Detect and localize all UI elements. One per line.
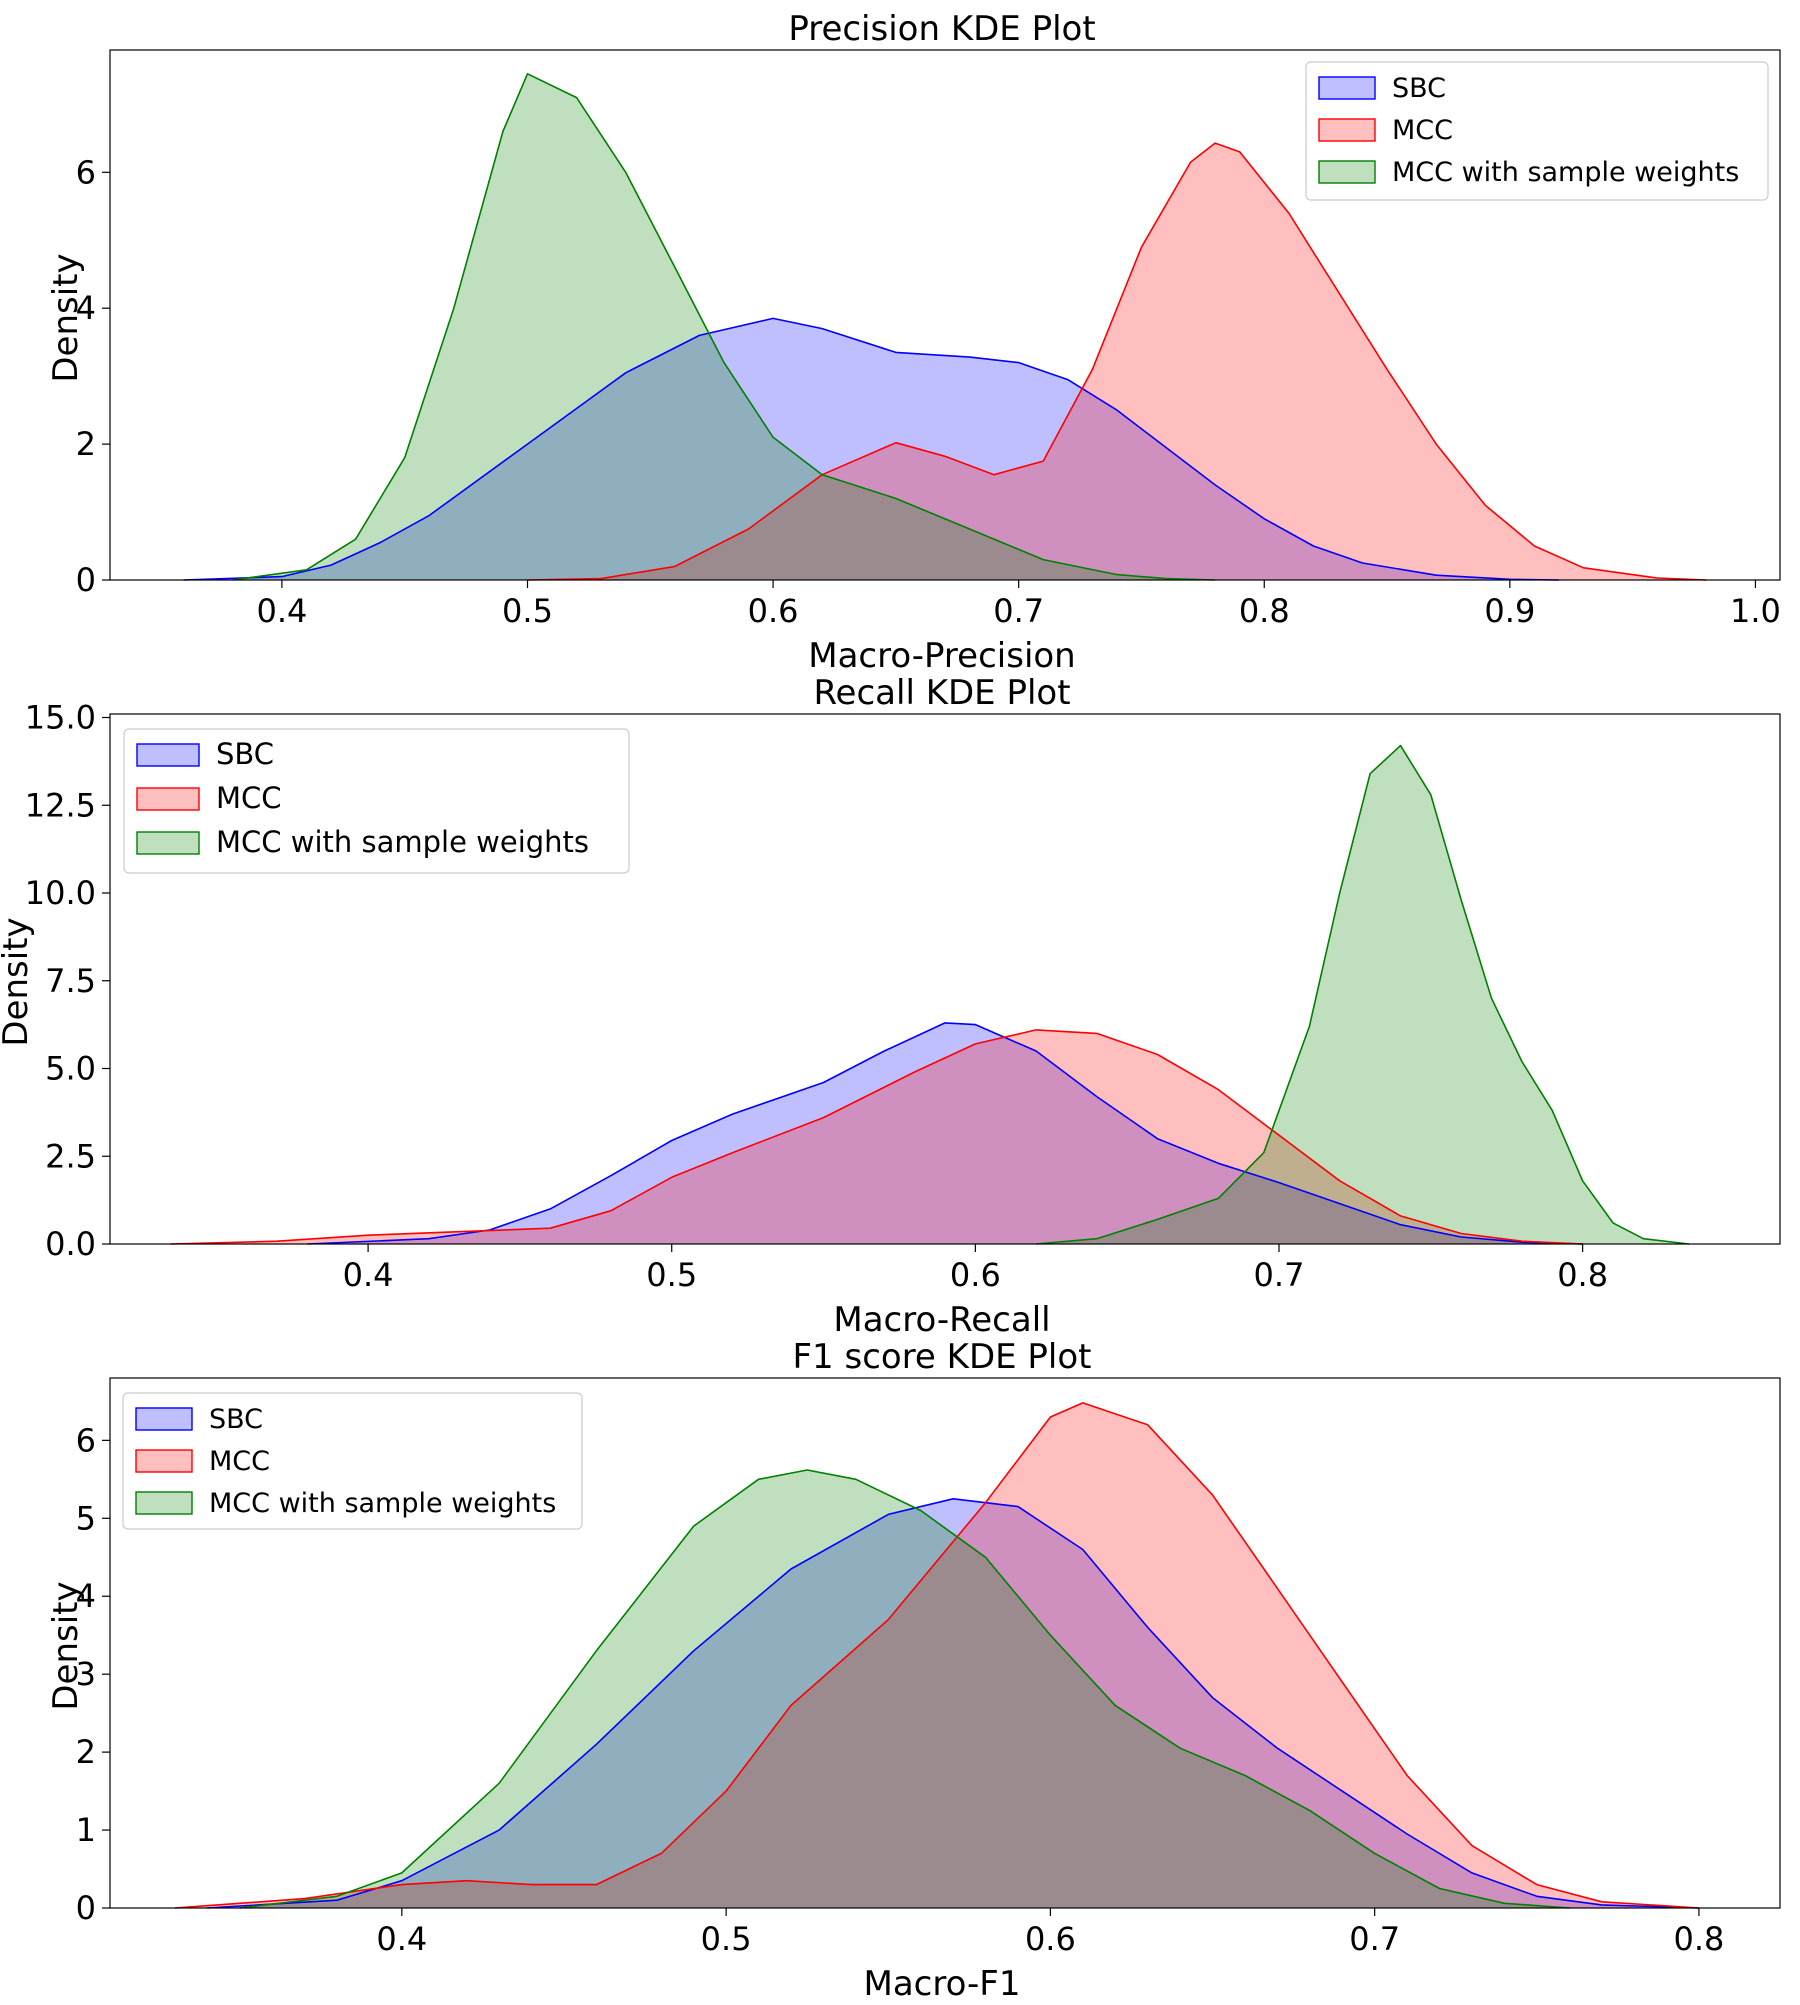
plot-frame xyxy=(109,49,1781,581)
kde-area-sbc xyxy=(183,318,1560,580)
kde-area-mcc xyxy=(170,1029,1583,1244)
x-tick-label: 0.4 xyxy=(343,1256,394,1294)
chart-title: Precision KDE Plot xyxy=(788,9,1095,49)
legend-label: MCC xyxy=(209,1446,270,1477)
legend-swatch-mcc xyxy=(1318,118,1376,142)
kde-area-mcc-with-sample-weights xyxy=(232,73,1216,581)
kde-area-sbc xyxy=(207,1498,1699,1908)
plot-frame xyxy=(109,1377,1781,1909)
legend-label: MCC with sample weights xyxy=(1392,157,1739,188)
y-tick-label: 6 xyxy=(76,153,96,191)
chart-panel-2: 0.4 0.5 0.6 0.7 0.8 0.0 2.5 5.0 7.5 10.0 12.5 15.0 R… xyxy=(0,673,1781,1340)
x-tick-label: 0.4 xyxy=(376,1920,427,1958)
kde-line-mcc-with-sample-weights xyxy=(239,1469,1570,1909)
x-tick-label: 0.5 xyxy=(502,592,553,630)
chart-title: Recall KDE Plot xyxy=(813,673,1070,713)
y-tick-label: 0 xyxy=(76,561,96,599)
kde-area-sbc xyxy=(307,1022,1583,1244)
x-axis-label: Macro-Precision xyxy=(808,636,1076,676)
y-tick-label: 0.0 xyxy=(45,1225,96,1263)
kde-line-sbc xyxy=(183,317,1560,581)
x-tick-label: 0.4 xyxy=(256,592,307,630)
y-tick-label: 3 xyxy=(76,1655,96,1693)
legend-swatch-sbc xyxy=(136,743,200,767)
x-axis-label: Macro-Recall xyxy=(833,1300,1050,1340)
y-axis-label: Density xyxy=(46,1581,86,1710)
legend-swatch-sbc xyxy=(1318,76,1376,100)
kde-line-sbc xyxy=(307,1022,1583,1245)
legend-swatch-sbc xyxy=(135,1407,193,1431)
chart-panel-1: 0.4 0.5 0.6 0.7 0.8 0.9 1.0 0 2 4 6 Precision KDE P… xyxy=(46,9,1781,676)
y-tick-label: 1 xyxy=(76,1811,96,1849)
x-tick-label: 0.5 xyxy=(701,1920,752,1958)
legend: SBC MCC MCC with sample weights xyxy=(123,728,630,874)
legend: SBC MCC MCC with sample weights xyxy=(122,1392,583,1530)
x-tick-label: 0.7 xyxy=(993,592,1044,630)
y-tick-label: 7.5 xyxy=(45,962,96,1000)
kde-line-mcc-with-sample-weights xyxy=(1036,744,1689,1245)
x-tick-label: 0.5 xyxy=(646,1256,697,1294)
legend-swatch-mcc-with-sample-weights xyxy=(136,831,200,855)
kde-line-mcc xyxy=(174,1402,1699,1909)
legend-label: SBC xyxy=(1392,73,1446,104)
y-tick-label: 6 xyxy=(76,1421,96,1459)
x-tick-label: 1.0 xyxy=(1730,592,1781,630)
legend-label: MCC with sample weights xyxy=(209,1488,556,1519)
legend-label: MCC xyxy=(216,781,282,815)
kde-area-mcc-with-sample-weights xyxy=(1036,745,1689,1244)
legend-swatch-mcc xyxy=(136,787,200,811)
y-axis-label: Density xyxy=(46,253,86,382)
legend-swatch-mcc xyxy=(135,1449,193,1473)
legend-swatch-mcc-with-sample-weights xyxy=(1318,160,1376,184)
x-tick-label: 0.6 xyxy=(748,592,799,630)
y-tick-label: 12.5 xyxy=(25,786,96,824)
x-tick-label: 0.9 xyxy=(1484,592,1535,630)
y-tick-label: 4 xyxy=(76,289,96,327)
y-tick-label: 5.0 xyxy=(45,1050,96,1088)
x-tick-label: 0.6 xyxy=(950,1256,1001,1294)
legend-box xyxy=(1305,61,1769,201)
y-tick-label: 5 xyxy=(76,1499,96,1537)
chart-title: F1 score KDE Plot xyxy=(792,1337,1091,1377)
y-tick-label: 2 xyxy=(76,425,96,463)
kde-area-mcc-with-sample-weights xyxy=(239,1470,1570,1908)
y-tick-label: 2.5 xyxy=(45,1137,96,1175)
legend-label: SBC xyxy=(209,1404,263,1435)
legend: SBC MCC MCC with sample weights xyxy=(1305,61,1769,201)
x-tick-label: 0.6 xyxy=(1025,1920,1076,1958)
kde-line-mcc xyxy=(527,142,1707,581)
chart-panel-3: 0.4 0.5 0.6 0.7 0.8 0 1 2 3 4 5 6 F1 score KDE Plot M… xyxy=(46,1337,1781,2004)
y-tick-label: 10.0 xyxy=(25,874,96,912)
kde-line-mcc xyxy=(170,1029,1583,1245)
x-tick-label: 0.7 xyxy=(1254,1256,1305,1294)
plot-frame xyxy=(109,713,1781,1245)
legend-label: MCC with sample weights xyxy=(216,825,589,859)
x-tick-label: 0.8 xyxy=(1239,592,1290,630)
kde-area-mcc xyxy=(527,143,1707,580)
legend-box xyxy=(122,1392,583,1530)
kde-line-mcc-with-sample-weights xyxy=(232,73,1216,581)
x-axis-label: Macro-F1 xyxy=(864,1964,1021,2000)
y-tick-label: 15.0 xyxy=(25,699,96,737)
y-tick-label: 4 xyxy=(76,1577,96,1615)
kde-area-mcc xyxy=(174,1402,1699,1908)
legend-swatch-mcc-with-sample-weights xyxy=(135,1491,193,1515)
x-tick-label: 0.7 xyxy=(1349,1920,1400,1958)
y-axis-label: Density xyxy=(0,917,36,1046)
legend-box xyxy=(123,728,630,874)
x-tick-label: 0.8 xyxy=(1557,1256,1608,1294)
kde-line-sbc xyxy=(207,1498,1699,1909)
x-tick-label: 0.8 xyxy=(1673,1920,1724,1958)
legend-label: MCC xyxy=(1392,115,1453,146)
y-tick-label: 2 xyxy=(76,1733,96,1771)
y-tick-label: 0 xyxy=(76,1889,96,1927)
legend-label: SBC xyxy=(216,737,274,771)
